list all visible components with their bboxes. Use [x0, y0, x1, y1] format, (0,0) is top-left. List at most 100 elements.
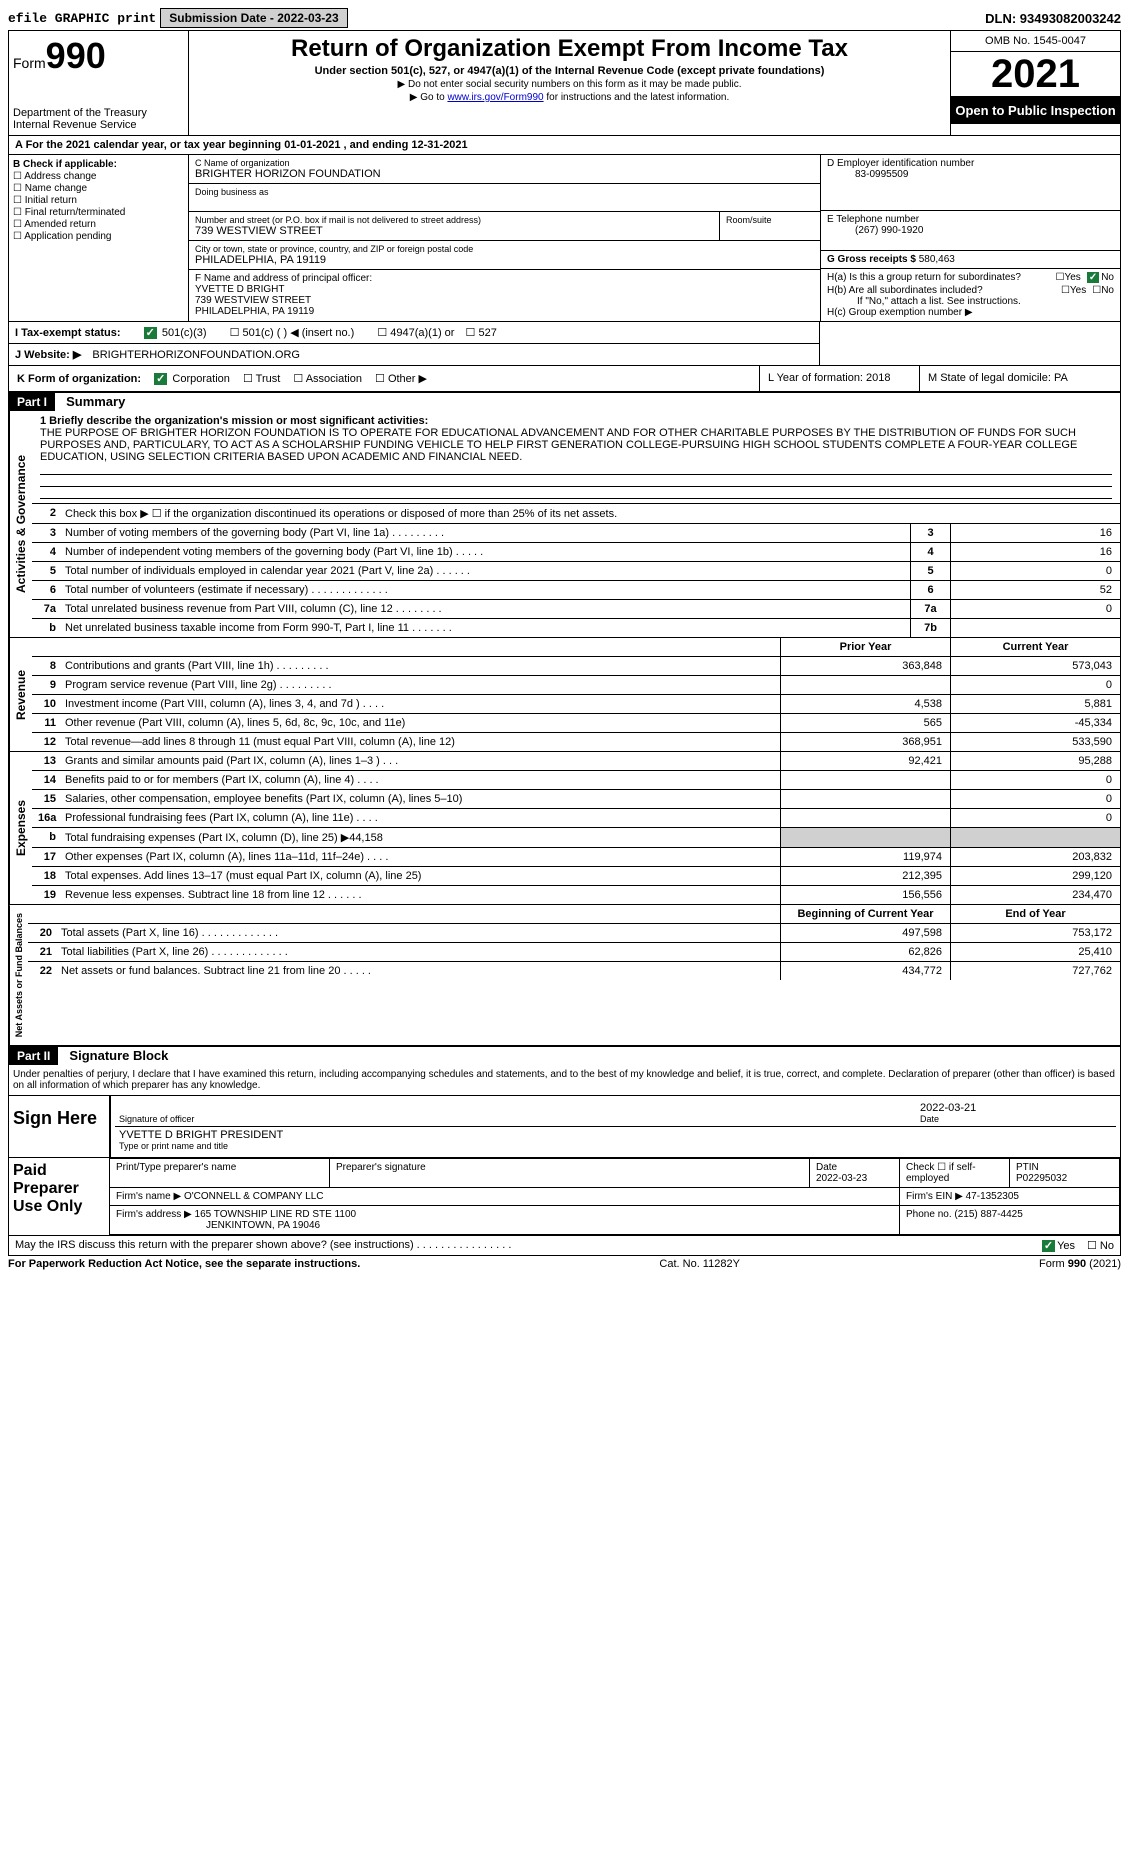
hb-yes[interactable]: ☐Yes: [1061, 285, 1086, 296]
gov-row: 3Number of voting members of the governi…: [32, 523, 1120, 542]
ha-yes[interactable]: ☐Yes: [1056, 272, 1081, 283]
discuss-no[interactable]: ☐ No: [1087, 1239, 1114, 1252]
ha-label: H(a) Is this a group return for subordin…: [827, 272, 1056, 283]
irs-link[interactable]: www.irs.gov/Form990: [447, 92, 543, 103]
footer: For Paperwork Reduction Act Notice, see …: [8, 1256, 1121, 1272]
open-to-public: Open to Public Inspection: [951, 97, 1120, 124]
row-a-calendar-year: A For the 2021 calendar year, or tax yea…: [9, 136, 1120, 155]
cb-527[interactable]: ☐ 527: [466, 327, 497, 339]
expense-row: bTotal fundraising expenses (Part IX, co…: [32, 827, 1120, 847]
firm-ein-val: 47-1352305: [966, 1191, 1019, 1202]
cb-address-change[interactable]: ☐ Address change: [13, 171, 184, 182]
part2-title: Signature Block: [61, 1048, 168, 1063]
cb-501c[interactable]: ☐ 501(c) ( ) ◀ (insert no.): [230, 327, 355, 339]
cb-4947[interactable]: ☐ 4947(a)(1) or: [377, 327, 454, 339]
revenue-row: 12Total revenue—add lines 8 through 11 (…: [32, 732, 1120, 751]
gov-row: 7aTotal unrelated business revenue from …: [32, 599, 1120, 618]
officer-name: YVETTE D BRIGHT: [195, 284, 814, 295]
firm-phone-val: (215) 887-4425: [954, 1209, 1022, 1220]
omb-number: OMB No. 1545-0047: [951, 31, 1120, 52]
firm-addr1: 165 TOWNSHIP LINE RD STE 1100: [195, 1209, 357, 1220]
sign-here-label: Sign Here: [9, 1096, 109, 1157]
part2: Part II Signature Block: [9, 1047, 1120, 1065]
cb-initial-return[interactable]: ☐ Initial return: [13, 195, 184, 206]
irs-label: Internal Revenue Service: [13, 119, 184, 131]
row-j-label: J Website: ▶: [15, 349, 81, 361]
row-m: M State of legal domicile: PA: [920, 366, 1120, 391]
firm-addr-label: Firm's address ▶: [116, 1209, 192, 1220]
prep-check[interactable]: Check ☐ if self-employed: [900, 1159, 1010, 1188]
netasset-row: 22Net assets or fund balances. Subtract …: [28, 961, 1120, 980]
firm-name-label: Firm's name ▶: [116, 1191, 181, 1202]
cb-amended-return[interactable]: ☐ Amended return: [13, 219, 184, 230]
cb-corporation[interactable]: Corporation: [154, 373, 230, 385]
street-cell: Number and street (or P.O. box if mail i…: [189, 212, 720, 241]
efile-label: efile GRAPHIC print: [8, 11, 156, 26]
column-b-checkboxes: B Check if applicable: ☐ Address change …: [9, 155, 189, 321]
ha-no[interactable]: No: [1087, 272, 1114, 283]
phone-label: E Telephone number: [827, 214, 1114, 225]
cb-501c3[interactable]: 501(c)(3): [144, 327, 207, 339]
cb-name-change[interactable]: ☐ Name change: [13, 183, 184, 194]
begin-year-header: Beginning of Current Year: [780, 905, 950, 923]
discuss-yes[interactable]: Yes: [1042, 1239, 1075, 1252]
officer-street: 739 WESTVIEW STREET: [195, 295, 814, 306]
form-header: Form990 Department of the Treasury Inter…: [9, 31, 1120, 136]
vlabel-governance: Activities & Governance: [9, 411, 32, 637]
room-cell: Room/suite: [720, 212, 820, 241]
street-label: Number and street (or P.O. box if mail i…: [195, 215, 713, 225]
col-b-header: B Check if applicable:: [13, 159, 117, 170]
expense-row: 15Salaries, other compensation, employee…: [32, 789, 1120, 808]
expense-row: 18Total expenses. Add lines 13–17 (must …: [32, 866, 1120, 885]
form-word: Form: [13, 55, 46, 71]
q2-text: Check this box ▶ ☐ if the organization d…: [62, 504, 1120, 523]
h-section: H(a) Is this a group return for subordin…: [821, 269, 1120, 321]
room-label: Room/suite: [726, 215, 814, 225]
netasset-row: 20Total assets (Part X, line 16) . . . .…: [28, 923, 1120, 942]
expenses-section: Expenses 13Grants and similar amounts pa…: [9, 752, 1120, 905]
hc-label: H(c) Group exemption number ▶: [827, 307, 1114, 318]
gov-row: 5Total number of individuals employed in…: [32, 561, 1120, 580]
sig-name-value: YVETTE D BRIGHT PRESIDENT: [119, 1129, 1112, 1141]
header-left: Form990 Department of the Treasury Inter…: [9, 31, 189, 135]
cb-application-pending[interactable]: ☐ Application pending: [13, 231, 184, 242]
submission-date-button[interactable]: Submission Date - 2022-03-23: [160, 8, 347, 28]
hb-no[interactable]: ☐No: [1092, 285, 1114, 296]
sig-officer-label: Signature of officer: [119, 1114, 912, 1124]
column-c: C Name of organization BRIGHTER HORIZON …: [189, 155, 820, 321]
expense-row: 16aProfessional fundraising fees (Part I…: [32, 808, 1120, 827]
sign-here-row: Sign Here Signature of officer 2022-03-2…: [9, 1096, 1120, 1157]
sig-date-value: 2022-03-21: [920, 1102, 1112, 1114]
vlabel-expenses: Expenses: [9, 752, 32, 904]
form-title: Return of Organization Exempt From Incom…: [193, 35, 946, 63]
cb-other[interactable]: ☐ Other ▶: [375, 373, 427, 385]
part1-title: Summary: [58, 394, 125, 409]
gross-value: 580,463: [919, 254, 955, 265]
row-i: I Tax-exempt status: 501(c)(3) ☐ 501(c) …: [9, 322, 819, 344]
header-right: OMB No. 1545-0047 2021 Open to Public In…: [950, 31, 1120, 135]
ein-cell: D Employer identification number 83-0995…: [821, 155, 1120, 211]
sig-name-label: Type or print name and title: [119, 1141, 1112, 1151]
expense-row: 19Revenue less expenses. Subtract line 1…: [32, 885, 1120, 904]
ein-label: D Employer identification number: [827, 158, 1114, 169]
paid-table: Print/Type preparer's name Preparer's si…: [109, 1158, 1120, 1235]
cb-association[interactable]: ☐ Association: [293, 373, 362, 385]
firm-addr2: JENKINTOWN, PA 19046: [116, 1220, 320, 1231]
part2-header: Part II: [9, 1047, 58, 1065]
note2-pre: ▶ Go to: [410, 92, 448, 103]
header-center: Return of Organization Exempt From Incom…: [189, 31, 950, 135]
officer-label: F Name and address of principal officer:: [195, 273, 814, 284]
q2-row: 2 Check this box ▶ ☐ if the organization…: [32, 503, 1120, 523]
row-klm: K Form of organization: Corporation ☐ Tr…: [9, 365, 1120, 391]
end-year-header: End of Year: [950, 905, 1120, 923]
dln-number: DLN: 93493082003242: [985, 11, 1121, 26]
dba-cell: Doing business as: [189, 184, 820, 212]
cb-trust[interactable]: ☐ Trust: [243, 373, 280, 385]
tax-year: 2021: [951, 52, 1120, 97]
officer-cell: F Name and address of principal officer:…: [189, 270, 820, 320]
gov-row: bNet unrelated business taxable income f…: [32, 618, 1120, 637]
prep-sig-label: Preparer's signature: [330, 1159, 810, 1188]
ein-value: 83-0995509: [827, 169, 1114, 180]
gross-label: G Gross receipts $: [827, 254, 916, 265]
cb-final-return[interactable]: ☐ Final return/terminated: [13, 207, 184, 218]
